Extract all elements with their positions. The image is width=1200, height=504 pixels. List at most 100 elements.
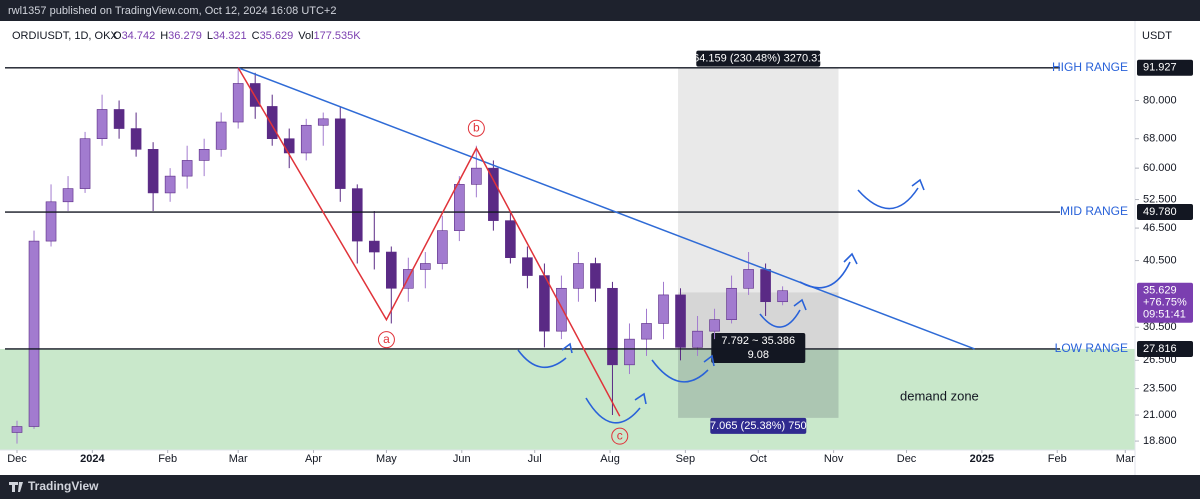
- x-tick-label: 2025: [970, 453, 994, 465]
- y-tick-label: 40.500: [1143, 254, 1177, 266]
- candle-body: [351, 188, 363, 242]
- wave-line: [237, 67, 621, 417]
- x-tick-label: Feb: [158, 453, 177, 465]
- arrow-head: [911, 178, 925, 191]
- candle-body: [743, 269, 754, 289]
- candle-body: [62, 188, 74, 203]
- last-price-change: +76.75%: [1143, 297, 1187, 309]
- y-tick-label: 80.000: [1143, 94, 1177, 106]
- x-tick-label: Sep: [676, 453, 696, 465]
- symbol: ORDIUSDT, 1D, OKX: [12, 30, 118, 42]
- x-tick-label: Jun: [453, 453, 471, 465]
- x-tick-label: Aug: [600, 453, 620, 465]
- level-label: HIGH RANGE: [1052, 60, 1128, 74]
- price-axis: [1135, 21, 1200, 475]
- candle-body: [624, 338, 635, 366]
- arc: [799, 261, 851, 289]
- legend-value: 34.321: [213, 30, 247, 42]
- range-top-label: 64.159 (230.48%) 3270.31: [693, 53, 823, 65]
- candle-body: [760, 269, 771, 303]
- legend-value: 177.535K: [314, 30, 362, 42]
- candle-body: [709, 319, 720, 332]
- arc: [585, 397, 641, 424]
- candle-body: [420, 263, 431, 270]
- candle-body: [28, 240, 40, 427]
- candle-body: [215, 121, 227, 150]
- candle-body: [334, 118, 346, 189]
- y-tick-label: 26.500: [1143, 354, 1177, 366]
- candle-body: [539, 275, 550, 332]
- level-value: 91.927: [1143, 62, 1177, 74]
- x-tick-label: Mar: [1116, 453, 1135, 465]
- arrow-head: [793, 298, 807, 311]
- y-tick-label: 60.000: [1143, 162, 1177, 174]
- candle-body: [522, 257, 533, 276]
- candle-body: [283, 138, 295, 154]
- y-tick-label: 30.500: [1143, 321, 1177, 333]
- legend-key: H: [160, 30, 168, 42]
- x-tick-label: Feb: [1048, 453, 1067, 465]
- candle-body: [266, 106, 278, 140]
- level-value: 49.780: [1143, 206, 1177, 218]
- x-tick-label: Nov: [824, 453, 844, 465]
- y-tick-label: 23.500: [1143, 383, 1177, 395]
- candle-body: [505, 220, 516, 258]
- x-tick-label: Oct: [750, 453, 767, 465]
- candle-body: [45, 201, 57, 242]
- level-badge: [1137, 59, 1193, 76]
- legend-value: 35.629: [260, 30, 294, 42]
- candle-body: [658, 294, 669, 324]
- demand-zone: [0, 348, 1135, 450]
- arrow-head: [703, 354, 715, 367]
- x-tick-label: May: [376, 453, 397, 465]
- trendline: [237, 67, 975, 350]
- candle-body: [300, 124, 312, 154]
- range-mid-label: 7.792 ~ 35.386: [721, 335, 795, 347]
- range-profit: [678, 67, 839, 293]
- arrow-head: [634, 392, 647, 405]
- legend-value: 36.279: [168, 30, 202, 42]
- legend-key: O: [113, 30, 122, 42]
- wave-label-circle: [611, 427, 629, 445]
- y-tick-label: 52.500: [1143, 193, 1177, 205]
- level-label: MID RANGE: [1060, 204, 1128, 218]
- legend-key: L: [207, 30, 213, 42]
- range-top-label-bg: [696, 50, 821, 67]
- candle-body: [181, 160, 193, 177]
- wave-label: c: [617, 428, 623, 442]
- brand: TradingView: [28, 479, 99, 493]
- wave-label: b: [473, 120, 480, 134]
- y-tick-label: 21.000: [1143, 409, 1177, 421]
- y-tick-label: 68.000: [1143, 133, 1177, 145]
- arrow-head: [561, 342, 573, 354]
- candle-body: [726, 287, 737, 320]
- candle-body: [79, 138, 91, 189]
- x-tick-label: Jul: [528, 453, 542, 465]
- candle-body: [249, 83, 261, 107]
- level-value: 27.816: [1143, 343, 1177, 355]
- x-tick-label: Dec: [897, 453, 917, 465]
- level-label: LOW RANGE: [1055, 341, 1128, 355]
- range-bottom-label-bg: [710, 417, 807, 434]
- currency: USDT: [1142, 30, 1172, 42]
- level-badge: [1137, 340, 1193, 357]
- range-mid-sublabel: 9.08: [748, 349, 769, 361]
- logo: [9, 482, 23, 492]
- arc: [517, 349, 567, 368]
- wave-label-circle: [377, 331, 395, 349]
- candle-body: [777, 290, 788, 303]
- bottom-bar: [0, 475, 1200, 499]
- candle-body: [471, 167, 482, 185]
- candle-body: [437, 230, 448, 264]
- range-mid-bg: [711, 332, 806, 363]
- arc: [651, 359, 709, 383]
- candle-body: [573, 263, 584, 289]
- legend-key: C: [252, 30, 260, 42]
- x-tick-label: Mar: [229, 453, 248, 465]
- candle-body: [198, 149, 210, 161]
- arrow-head: [843, 252, 858, 265]
- candle-body: [675, 294, 686, 348]
- last-price-countdown: 09:51:41: [1143, 309, 1186, 321]
